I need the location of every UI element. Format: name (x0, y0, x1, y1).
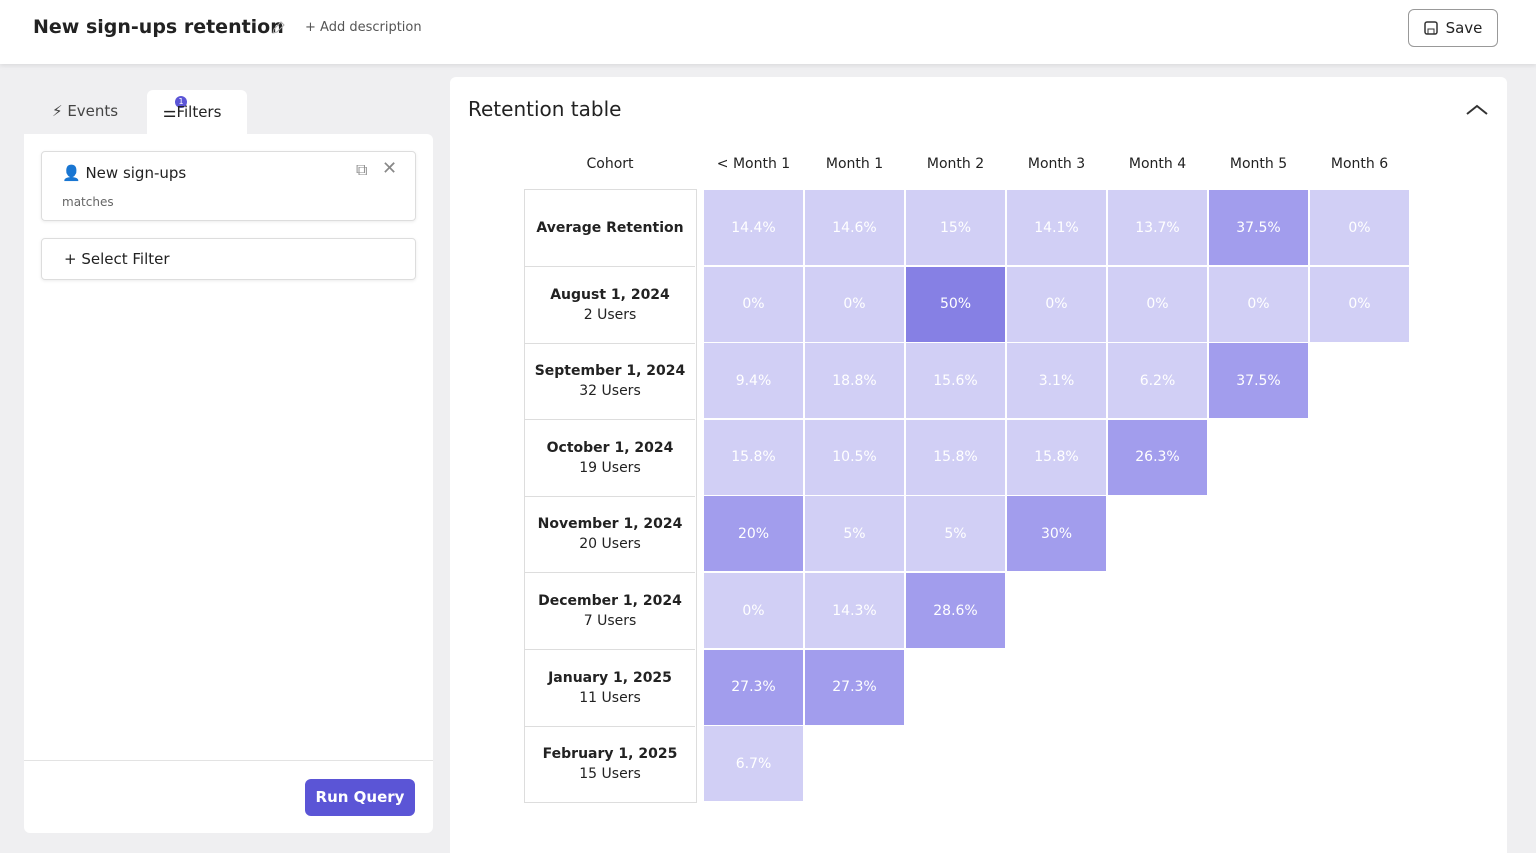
save-button[interactable]: Save (1408, 9, 1498, 47)
divider (24, 760, 433, 761)
retention-cell: 20% (704, 496, 803, 572)
retention-cell: 10.5% (805, 419, 904, 495)
add-description[interactable]: + Add description (305, 20, 422, 35)
retention-cell: 28.6% (906, 573, 1005, 648)
filter-name: 👤 New sign-ups (62, 164, 187, 182)
cohort-cell: November 1, 2024 20 Users (525, 496, 695, 574)
retention-cell: 3.1% (1007, 343, 1106, 419)
cohort-cell: October 1, 2024 19 Users (525, 420, 695, 497)
cohort-users: 32 Users (579, 383, 641, 400)
retention-cell: 9.4% (704, 343, 803, 419)
edit-icon[interactable] (270, 20, 286, 36)
retention-cell: 37.5% (1209, 343, 1308, 419)
cohort-name: September 1, 2024 (534, 363, 686, 380)
retention-cell: 26.3% (1108, 419, 1207, 495)
retention-cell: 30% (1007, 496, 1106, 572)
save-text: Save (1445, 19, 1483, 37)
run-query-button[interactable]: Run Query (305, 779, 415, 816)
cohort-users: 2 Users (583, 306, 637, 323)
copy-icon[interactable]: ⧉ (356, 160, 368, 179)
filter-card[interactable]: 👤 New sign-ups matches ⧉ ✕ (41, 151, 416, 221)
select-filter-text: Select Filter (81, 250, 170, 268)
column-header: < Month 1 (716, 156, 791, 172)
column-header: Month 5 (1229, 156, 1288, 172)
cohort-name: Average Retention (536, 220, 684, 236)
retention-cell: 5% (906, 496, 1005, 572)
retention-cell: 0% (704, 266, 803, 342)
column-header: Month 3 (1027, 156, 1086, 172)
cohort-cell: February 1, 2025 15 Users (525, 726, 695, 804)
cohort-name: December 1, 2024 (538, 593, 682, 609)
cohort-cell: August 1, 2024 2 Users (525, 267, 695, 344)
cohort-name: August 1, 2024 (550, 286, 670, 303)
save-icon (1423, 21, 1438, 35)
cohort-name: October 1, 2024 (546, 439, 674, 456)
close-icon[interactable]: ✕ (382, 158, 398, 179)
retention-cell: 15.8% (906, 419, 1005, 495)
filters-tab[interactable]: 1 ⚌Filters (147, 90, 247, 134)
retention-cell: 15.8% (704, 419, 803, 495)
column-header: Month 4 (1128, 156, 1187, 172)
cohort-name: January 1, 2025 (548, 669, 672, 686)
cohort-users: 11 Users (579, 689, 641, 706)
retention-cell: 15% (906, 190, 1005, 265)
retention-cell: 37.5% (1209, 190, 1308, 265)
select-filter[interactable]: + Select Filter (41, 238, 416, 280)
cohort-cell: January 1, 2025 11 Users (525, 650, 695, 727)
cohort-users: 20 Users (579, 536, 641, 553)
retention-cell: 0% (1007, 266, 1106, 342)
filter-name-text: New sign-ups (85, 164, 187, 182)
retention-cell: 6.7% (704, 726, 803, 802)
retention-cell: 0% (704, 573, 803, 648)
retention-cell: 0% (1108, 266, 1207, 342)
report-title: New sign-ups retention (33, 16, 284, 38)
filter-badge: 1 (175, 96, 187, 108)
header: New sign-ups retention + Add description… (0, 0, 1536, 64)
retention-cell: 5% (805, 496, 904, 572)
retention-cell: 14.6% (805, 190, 904, 265)
cohort-cell: September 1, 2024 32 Users (525, 343, 695, 421)
filters-label: Filters (176, 103, 222, 121)
events-tab-text: Events (67, 102, 119, 120)
cohort-users: 15 Users (579, 766, 641, 783)
events-tab[interactable]: ⚡ Events (52, 102, 119, 120)
retention-cell: 50% (906, 266, 1005, 342)
retention-cell: 14.4% (704, 190, 803, 265)
retention-cell: 18.8% (805, 343, 904, 419)
cohort-users: 7 Users (583, 613, 637, 629)
cohort-cell: Average Retention (525, 190, 695, 267)
retention-cell: 14.3% (805, 573, 904, 648)
retention-cell: 15.6% (906, 343, 1005, 419)
cohort-cell: December 1, 2024 7 Users (525, 573, 695, 650)
cohort-name: November 1, 2024 (537, 516, 683, 533)
retention-cell: 13.7% (1108, 190, 1207, 265)
column-header: Month 2 (926, 156, 985, 172)
add-description-text: Add description (320, 20, 422, 35)
retention-cell: 0% (1310, 190, 1409, 265)
retention-cell: 6.2% (1108, 343, 1207, 419)
retention-cell: 14.1% (1007, 190, 1106, 265)
panel-title: Retention table (468, 97, 622, 121)
cohort-name: February 1, 2025 (542, 746, 678, 763)
retention-cell: 15.8% (1007, 419, 1106, 495)
retention-cell: 0% (805, 266, 904, 342)
column-header: Month 6 (1330, 156, 1389, 172)
cohort-users: 19 Users (579, 459, 641, 476)
retention-cell: 27.3% (805, 649, 904, 725)
filters-tab-text: ⚌Filters (163, 103, 222, 121)
filter-operator: matches (62, 195, 114, 209)
column-header: Cohort (586, 156, 634, 172)
collapse-icon[interactable] (1465, 103, 1489, 117)
retention-cell: 0% (1209, 266, 1308, 342)
retention-cell: 0% (1310, 266, 1409, 342)
column-header: Month 1 (825, 156, 884, 172)
filter-panel: 👤 New sign-ups matches ⧉ ✕ + Select Filt… (24, 134, 433, 833)
retention-cell: 27.3% (704, 649, 803, 725)
